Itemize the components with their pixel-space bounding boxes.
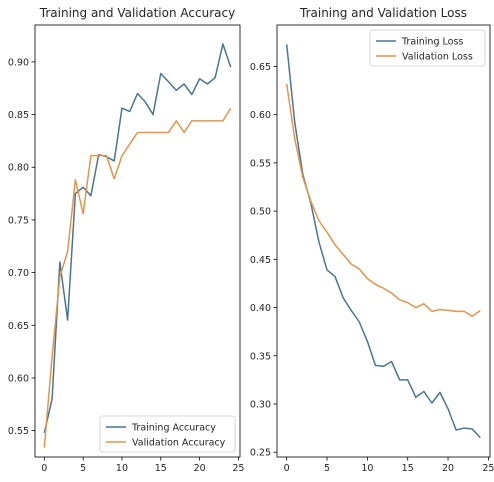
y-tick-label: 0.40 xyxy=(250,303,271,314)
legend-label: Training Loss xyxy=(401,37,463,48)
y-tick-label: 0.30 xyxy=(250,399,271,410)
x-tick-label: 20 xyxy=(194,463,206,474)
legend-label: Validation Accuracy xyxy=(132,438,226,449)
y-tick-label: 0.60 xyxy=(8,373,29,384)
plot-frame xyxy=(276,24,491,458)
accuracy-chart: Training and Validation Accuracy 0 5 10 15 20… xyxy=(8,6,245,474)
y-tick-label: 0.80 xyxy=(8,163,29,174)
y-tick-label: 0.50 xyxy=(250,207,271,218)
x-tick-label: 25 xyxy=(232,463,244,474)
x-tick-label: 15 xyxy=(402,463,414,474)
y-tick-label: 0.55 xyxy=(250,158,271,169)
y-tick-label: 0.35 xyxy=(250,351,271,362)
x-tick-label: 25 xyxy=(482,463,494,474)
legend-box xyxy=(369,29,486,67)
series-line-training-accuracy xyxy=(43,43,232,433)
y-tick-label: 0.65 xyxy=(250,62,271,73)
legend-label: Validation Loss xyxy=(402,52,473,63)
series-line-validation-loss xyxy=(285,83,481,317)
series-line-training-loss xyxy=(285,44,481,439)
y-tick-label: 0.45 xyxy=(250,255,271,266)
x-tick-label: 0 xyxy=(41,463,47,474)
x-tick-label: 20 xyxy=(442,463,454,474)
x-tick-label: 0 xyxy=(284,463,290,474)
y-tick-label: 0.60 xyxy=(250,110,271,121)
x-tick-label: 5 xyxy=(324,463,330,474)
chart-title: Training and Validation Accuracy xyxy=(39,6,235,20)
x-tick-label: 10 xyxy=(116,463,128,474)
y-tick-label: 0.70 xyxy=(8,268,29,279)
legend-box xyxy=(99,415,236,453)
x-tick-label: 5 xyxy=(80,463,86,474)
legend: Training Loss Validation Loss xyxy=(369,29,486,67)
legend-label: Training Accuracy xyxy=(131,423,216,434)
y-tick-label: 0.85 xyxy=(8,110,29,121)
y-tick-label: 0.75 xyxy=(8,215,29,226)
y-tick-label: 0.55 xyxy=(8,426,29,437)
y-tick-label: 0.65 xyxy=(8,321,29,332)
y-tick-label: 0.25 xyxy=(250,448,271,459)
x-tick-label: 15 xyxy=(155,463,167,474)
y-tick-label: 0.90 xyxy=(8,57,29,68)
series-line-validation-accuracy xyxy=(43,107,232,448)
plot-frame xyxy=(34,24,241,458)
loss-chart: Training and Validation Loss 0 5 10 15 20 25 0.… xyxy=(250,6,494,474)
x-tick-label: 10 xyxy=(361,463,373,474)
chart-title: Training and Validation Loss xyxy=(299,6,467,20)
legend: Training Accuracy Validation Accuracy xyxy=(99,415,236,453)
